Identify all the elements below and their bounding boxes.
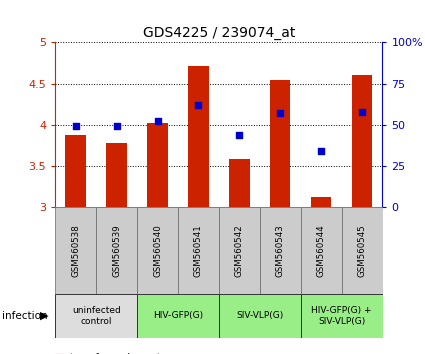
Text: GSM560538: GSM560538 bbox=[71, 224, 80, 277]
Bar bbox=[137, 207, 178, 294]
Bar bbox=[147, 123, 168, 207]
Point bbox=[277, 110, 283, 116]
Bar bbox=[178, 207, 219, 294]
Bar bbox=[219, 294, 300, 338]
Text: ▶: ▶ bbox=[40, 311, 48, 321]
Bar bbox=[55, 294, 137, 338]
Text: infection: infection bbox=[2, 311, 48, 321]
Bar bbox=[311, 197, 332, 207]
Point bbox=[113, 124, 120, 129]
Text: GSM560545: GSM560545 bbox=[357, 224, 366, 277]
Text: SIV-VLP(G): SIV-VLP(G) bbox=[236, 312, 283, 320]
Bar bbox=[270, 80, 290, 207]
Bar bbox=[300, 207, 342, 294]
Text: GSM560539: GSM560539 bbox=[112, 224, 121, 277]
Bar bbox=[300, 294, 382, 338]
Text: GSM560544: GSM560544 bbox=[317, 224, 326, 277]
Bar bbox=[352, 75, 372, 207]
Text: HIV-GFP(G) +
SIV-VLP(G): HIV-GFP(G) + SIV-VLP(G) bbox=[312, 306, 372, 326]
Bar bbox=[342, 207, 383, 294]
Bar bbox=[219, 207, 260, 294]
Text: GSM560542: GSM560542 bbox=[235, 224, 244, 277]
Text: GSM560540: GSM560540 bbox=[153, 224, 162, 277]
Text: transformed count: transformed count bbox=[70, 353, 161, 354]
Bar bbox=[65, 135, 86, 207]
Bar bbox=[188, 66, 209, 207]
Bar bbox=[260, 207, 300, 294]
Bar bbox=[55, 207, 96, 294]
Text: uninfected
control: uninfected control bbox=[72, 306, 121, 326]
Bar bbox=[229, 159, 249, 207]
Point bbox=[359, 109, 366, 114]
Text: HIV-GFP(G): HIV-GFP(G) bbox=[153, 312, 203, 320]
Text: GSM560543: GSM560543 bbox=[276, 224, 285, 277]
Bar bbox=[96, 207, 137, 294]
Point bbox=[318, 148, 325, 154]
Text: ■: ■ bbox=[55, 353, 66, 354]
Point bbox=[72, 124, 79, 129]
Bar bbox=[106, 143, 127, 207]
Point bbox=[236, 132, 243, 137]
Text: GSM560541: GSM560541 bbox=[194, 224, 203, 277]
Title: GDS4225 / 239074_at: GDS4225 / 239074_at bbox=[143, 26, 295, 40]
Point bbox=[154, 119, 161, 124]
Point bbox=[195, 102, 202, 108]
Bar bbox=[137, 294, 219, 338]
